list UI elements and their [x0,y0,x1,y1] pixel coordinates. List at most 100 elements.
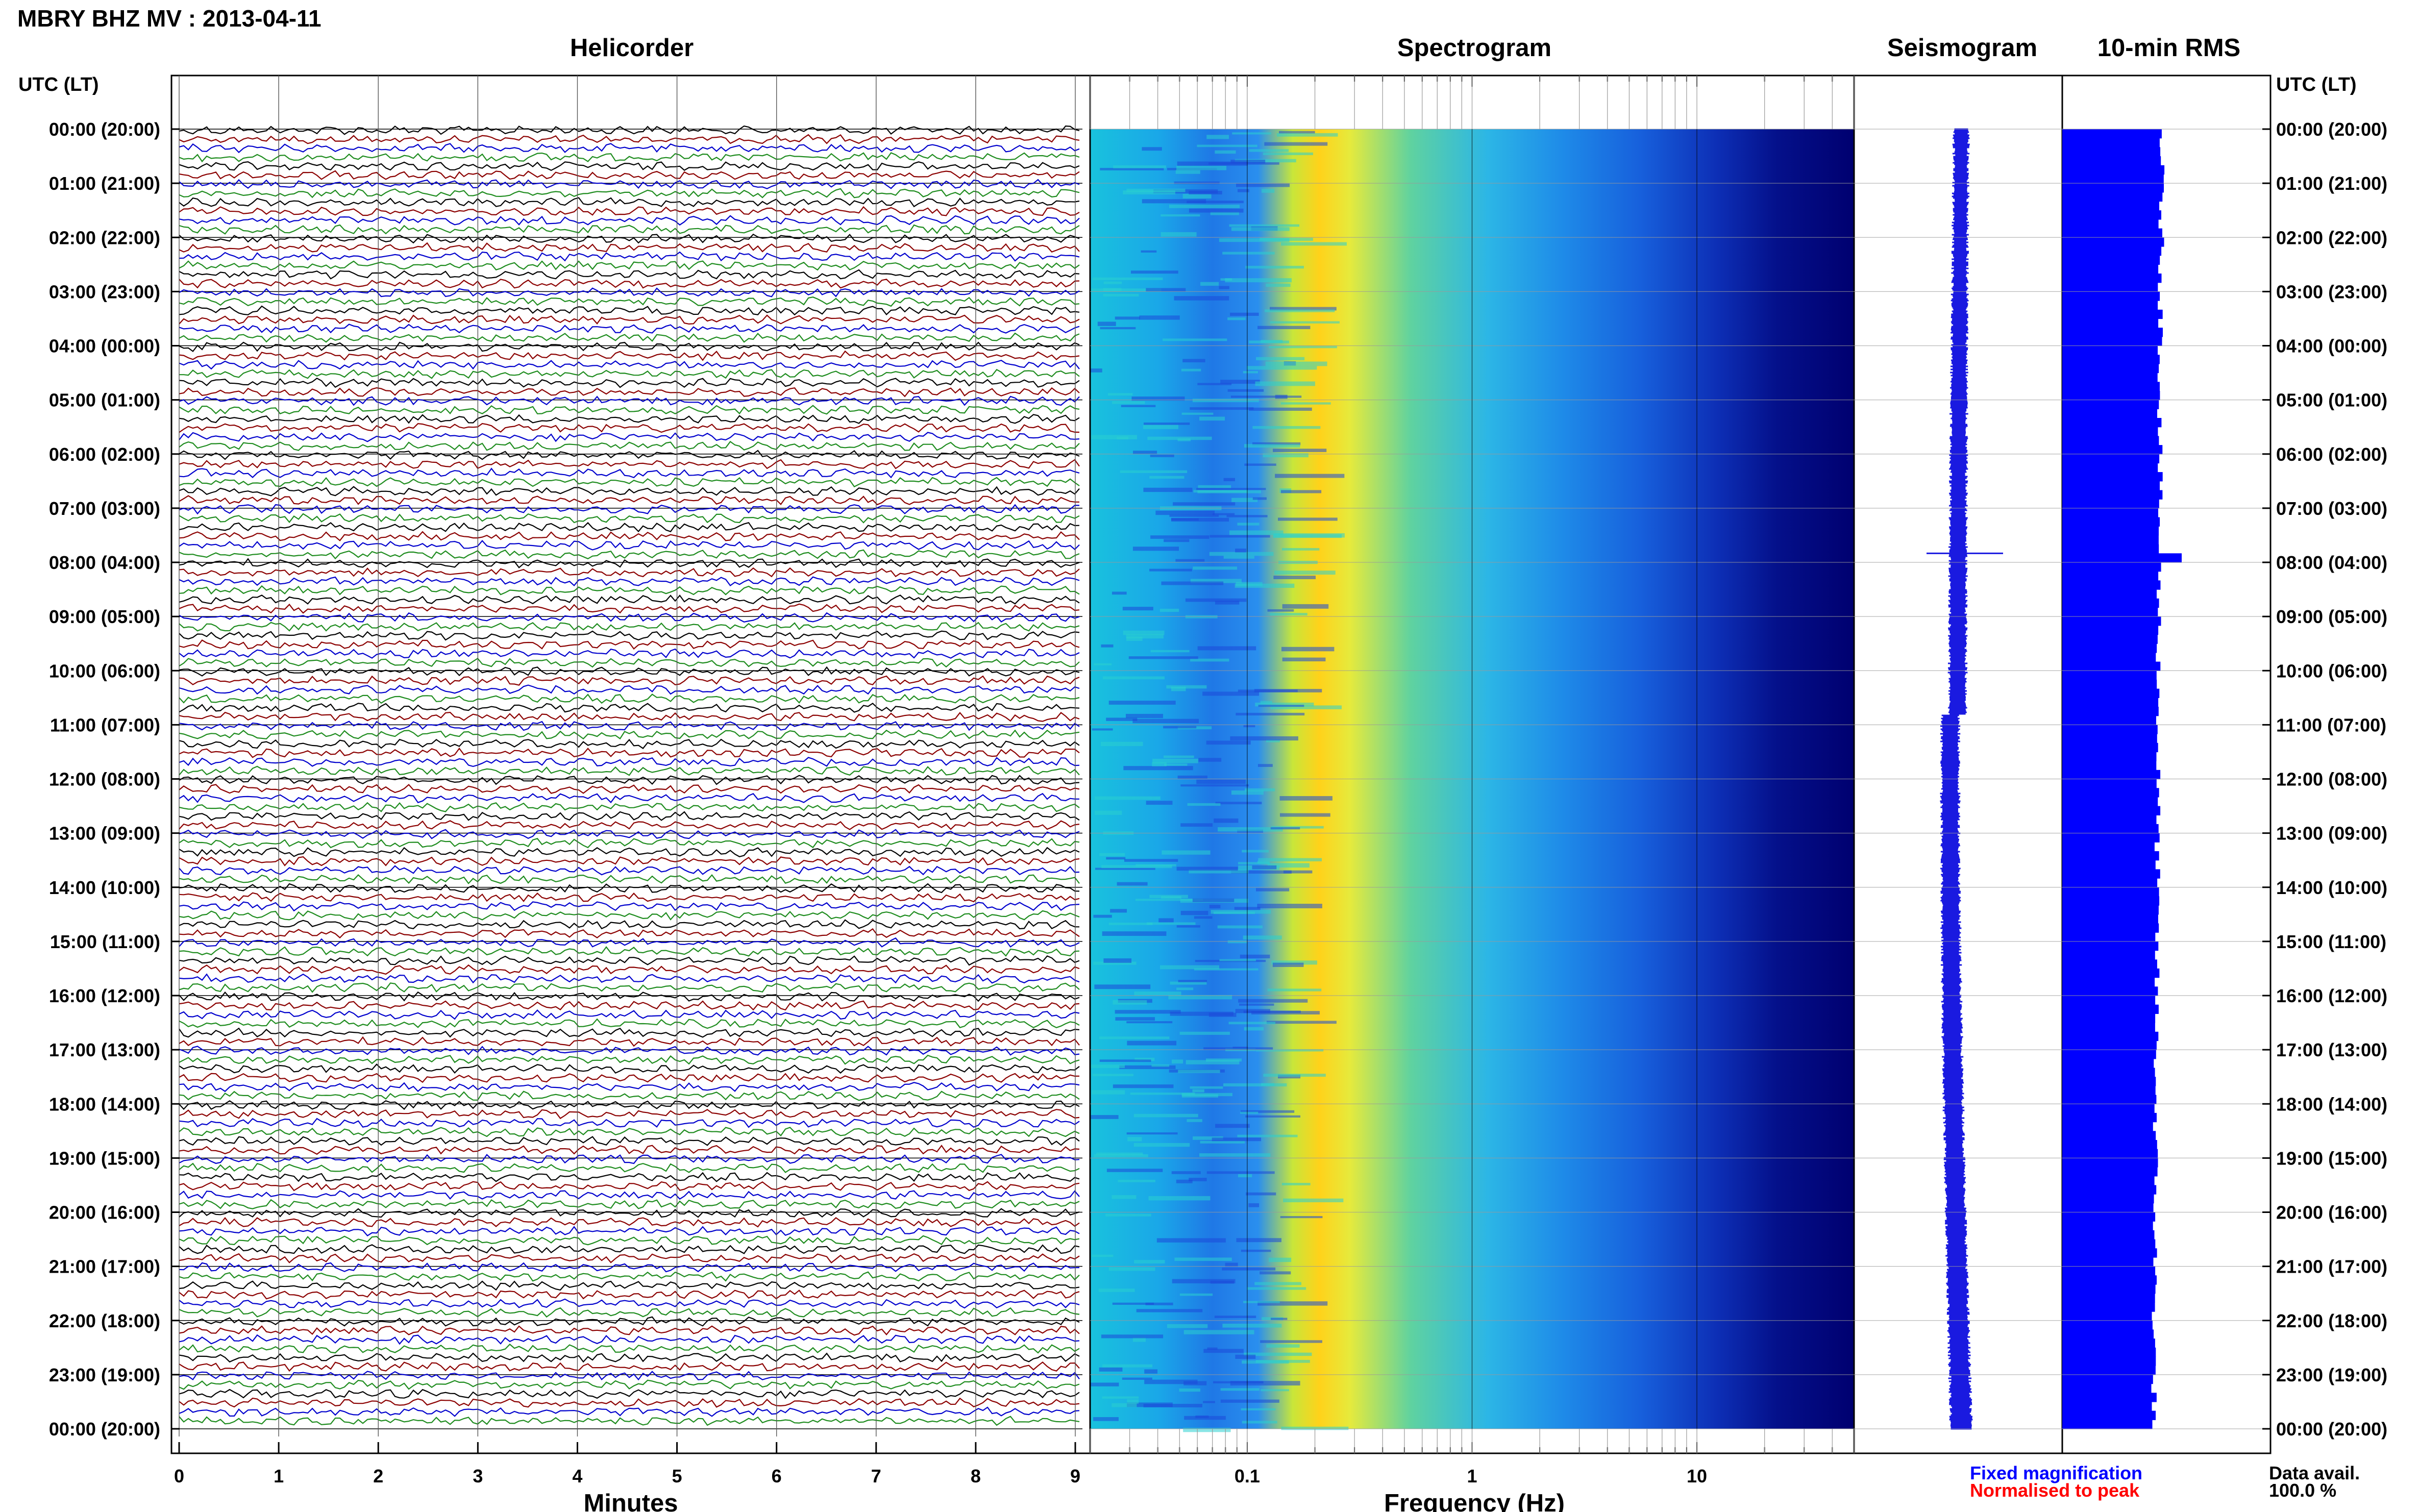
spectrogram-band [1199,1153,1271,1157]
spectrogram-band [1203,1047,1273,1050]
helicorder-trace [179,775,1080,785]
spectrogram-band [1189,1178,1207,1181]
rms-bar [2062,1040,2157,1050]
helicorder-trace [179,368,1080,379]
spectrogram-band [1153,189,1218,194]
spectrogram-band [1150,650,1190,653]
helicorder-trace [179,856,1080,866]
spectrogram-band [1197,646,1256,651]
spectrogram-band [1122,607,1153,611]
spectrogram-band [1209,552,1274,556]
helicorder-trace [179,802,1080,812]
minute-tick-label: 6 [772,1466,782,1486]
spectrogram-band [1237,1134,1298,1137]
spectrogram-band [1263,152,1313,156]
spectrogram-band [1183,1330,1254,1334]
helicorder-trace [179,1046,1080,1056]
spectrogram-band [1103,293,1139,296]
spectrogram-band [1126,188,1186,192]
helicorder-trace [179,206,1080,216]
spectrogram-band [1206,135,1229,139]
helicorder-trace [179,179,1080,189]
rms-bar [2062,165,2165,175]
rms-bar [2062,301,2158,310]
helicorder-trace [179,1290,1080,1300]
rms-bar [2062,625,2159,635]
spectrogram-band [1235,159,1296,163]
spectrogram-band [1280,402,1331,405]
spectrogram-band [1106,717,1138,721]
rms-bar [2062,661,2161,671]
spectrogram-band [1183,1381,1207,1385]
helicorder-trace [179,630,1080,641]
helicorder-trace [179,1090,1080,1101]
helicorder-trace [179,594,1080,605]
rms-bar [2062,950,2155,960]
data-avail-label: Data avail. [2269,1463,2360,1483]
minute-tick-label: 7 [871,1466,881,1486]
spectrogram-band [1179,1031,1230,1035]
spectrogram-band [1244,1027,1264,1031]
spectrogram-band [1184,1416,1226,1420]
spectrogram-band [1185,598,1247,602]
spectrogram-band [1247,366,1317,370]
helicorder-trace [179,765,1080,776]
spectrogram-band [1161,896,1181,899]
spectrogram-band [1223,1083,1287,1087]
spectrogram-band [1117,436,1128,440]
spectrogram-band [1267,609,1294,612]
rms-bar [2062,255,2160,265]
rms-bar [2062,1050,2156,1059]
spectrogram-band [1181,412,1214,415]
rms-bar [2062,688,2160,698]
rms-bar [2062,607,2158,617]
spectrogram-band [1151,1064,1170,1067]
spectrogram-band [1098,1288,1135,1292]
spectrogram-band [1115,316,1140,320]
spectrogram-band [1183,1427,1231,1432]
spectrogram-band [1175,169,1200,174]
helicorder-trace [179,387,1080,398]
spectrogram-band [1176,925,1200,928]
helicorder-trace [179,549,1080,560]
spectrogram-band [1220,278,1232,281]
helicorder-trace [179,1000,1080,1011]
spectrogram-band [1102,1364,1153,1368]
rms-bar [2062,129,2162,139]
spectrogram-band [1235,583,1295,588]
spectrogram-band [1265,361,1327,366]
spectrogram-band [1260,1340,1322,1343]
spectrogram-band [1186,1060,1240,1064]
spectrogram-band [1158,918,1174,923]
helicorder-trace [179,414,1080,424]
time-label: 19:00 (15:00) [2276,1148,2387,1169]
spectrogram-band [1245,265,1304,269]
spectrogram-band [1117,882,1148,886]
helicorder-trace [179,134,1080,144]
spectrogram-band [1205,1058,1242,1062]
helicorder-trace [179,693,1080,704]
helicorder-trace [179,1018,1080,1029]
time-label: 17:00 (13:00) [2276,1039,2387,1060]
spectrogram-band [1118,1179,1155,1182]
helicorder-trace [179,847,1080,857]
spectrogram-band [1090,1382,1119,1386]
spectrogram-band [1270,321,1340,324]
spectrogram-band [1278,517,1338,521]
helicorder-trace [179,296,1080,307]
rms-panel [2061,75,2272,1454]
spectrogram-band [1278,131,1315,134]
rms-bar [2062,436,2159,445]
spectrogram-band [1110,909,1127,913]
spectrogram-band [1281,242,1347,246]
spectrogram-band [1245,788,1275,791]
rms-bar [2062,373,2158,382]
helicorder-trace [179,1109,1080,1120]
spectrogram-band [1182,194,1212,199]
helicorder-trace [179,838,1080,849]
helicorder-trace [179,467,1080,479]
rms-bar [2062,932,2156,942]
spectrogram-band [1225,1262,1238,1267]
helicorder-trace [179,224,1080,235]
